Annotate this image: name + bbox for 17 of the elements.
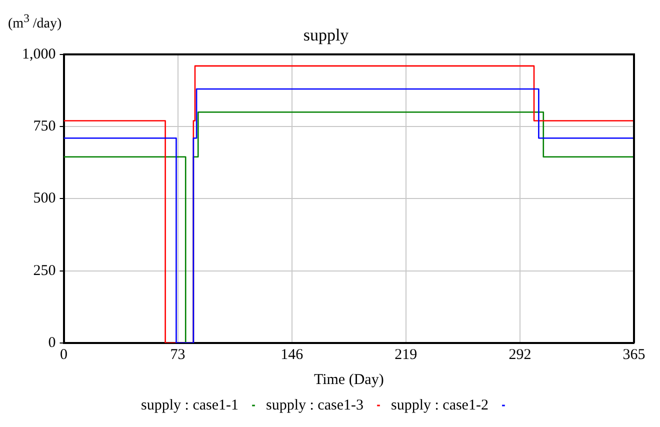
y-tick-label: 500 xyxy=(33,190,56,207)
legend-label: supply : case1-3 xyxy=(266,397,364,414)
x-tick-label: 365 xyxy=(622,346,646,363)
x-tick-label: 0 xyxy=(60,346,68,363)
chart-title: supply xyxy=(303,26,350,45)
x-axis-title: Time (Day) xyxy=(314,372,384,388)
y-tick-label: 750 xyxy=(33,118,56,134)
x-tick-label: 146 xyxy=(280,346,304,363)
legend-label: supply : case1-2 xyxy=(390,397,488,414)
y-tick-label: 1,000 xyxy=(22,46,56,62)
x-tick-label: 219 xyxy=(394,346,418,363)
legend-label: supply : case1-1 xyxy=(141,397,239,414)
y-tick-label: 250 xyxy=(33,262,56,279)
y-axis-title: (m$^{3}$ /day) xyxy=(8,12,62,33)
x-tick-label: 292 xyxy=(508,346,532,363)
x-tick-label: 73 xyxy=(170,346,186,363)
y-tick-label: 0 xyxy=(48,334,56,351)
